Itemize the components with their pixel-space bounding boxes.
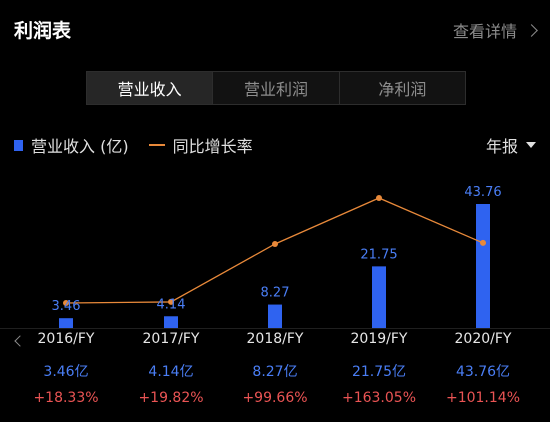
view-details-link[interactable]: 查看详情 <box>452 18 538 42</box>
tab-net-profit[interactable]: 净利润 <box>378 80 427 99</box>
legend-line-swatch <box>148 144 165 146</box>
tab-revenue[interactable]: 营业收入 <box>87 72 214 104</box>
revenue-bar <box>476 204 490 328</box>
metric-tabs: 营业收入 营业利润 净利润 <box>86 71 466 105</box>
year-label: 2017/FY <box>142 331 200 347</box>
growth-point <box>63 300 69 306</box>
revenue-value: 8.27亿 <box>252 364 298 380</box>
revenue-bar <box>59 318 73 328</box>
growth-point <box>376 195 382 201</box>
growth-value: +163.05% <box>341 390 417 406</box>
growth-point <box>168 298 174 305</box>
revenue-value: 21.75亿 <box>351 364 407 380</box>
growth-point <box>480 239 486 246</box>
growth-point <box>272 240 278 247</box>
year-label: 2016/FY <box>37 331 95 347</box>
growth-row: +18.33% +19.82% +99.66% +163.05% +101.14… <box>0 390 550 410</box>
year-row: 2016/FY 2017/FY 2018/FY 2019/FY 2020/FY <box>0 331 550 351</box>
bar-value-label: 43.76 <box>464 185 501 200</box>
legend-bar-label: 营业收入 (亿) <box>31 137 129 156</box>
legend-bar-swatch <box>14 139 23 151</box>
period-selector[interactable]: 年报 <box>486 133 536 157</box>
year-label: 2018/FY <box>246 331 304 347</box>
revenue-row: 3.46亿 4.14亿 8.27亿 21.75亿 43.76亿 <box>0 361 550 381</box>
bar-value-label: 8.27 <box>261 286 290 301</box>
bar-value-label: 4.14 <box>157 297 186 312</box>
growth-value: +99.66% <box>242 390 308 406</box>
growth-value: +18.33% <box>33 390 99 406</box>
view-details-label: 查看详情 <box>452 22 517 41</box>
revenue-bar <box>372 266 386 328</box>
revenue-value: 4.14亿 <box>148 364 194 380</box>
bar-value-label: 21.75 <box>360 247 397 262</box>
growth-value: +101.14% <box>445 390 521 406</box>
revenue-bar <box>268 304 282 328</box>
chart-legend: 营业收入 (亿) 同比增长率 <box>14 133 253 157</box>
page-title: 利润表 <box>14 20 72 42</box>
year-label: 2020/FY <box>454 331 512 347</box>
revenue-bar <box>164 316 178 328</box>
tab-operating-profit[interactable]: 营业利润 <box>213 72 340 104</box>
revenue-value: 3.46亿 <box>43 364 89 380</box>
revenue-value: 43.76亿 <box>455 364 511 380</box>
period-label: 年报 <box>485 137 518 156</box>
growth-value: +19.82% <box>138 390 204 406</box>
year-label: 2019/FY <box>350 331 408 347</box>
bar-value-label: 3.46 <box>52 299 81 314</box>
legend-line-label: 同比增长率 <box>172 137 253 156</box>
caret-down-icon <box>526 142 536 148</box>
